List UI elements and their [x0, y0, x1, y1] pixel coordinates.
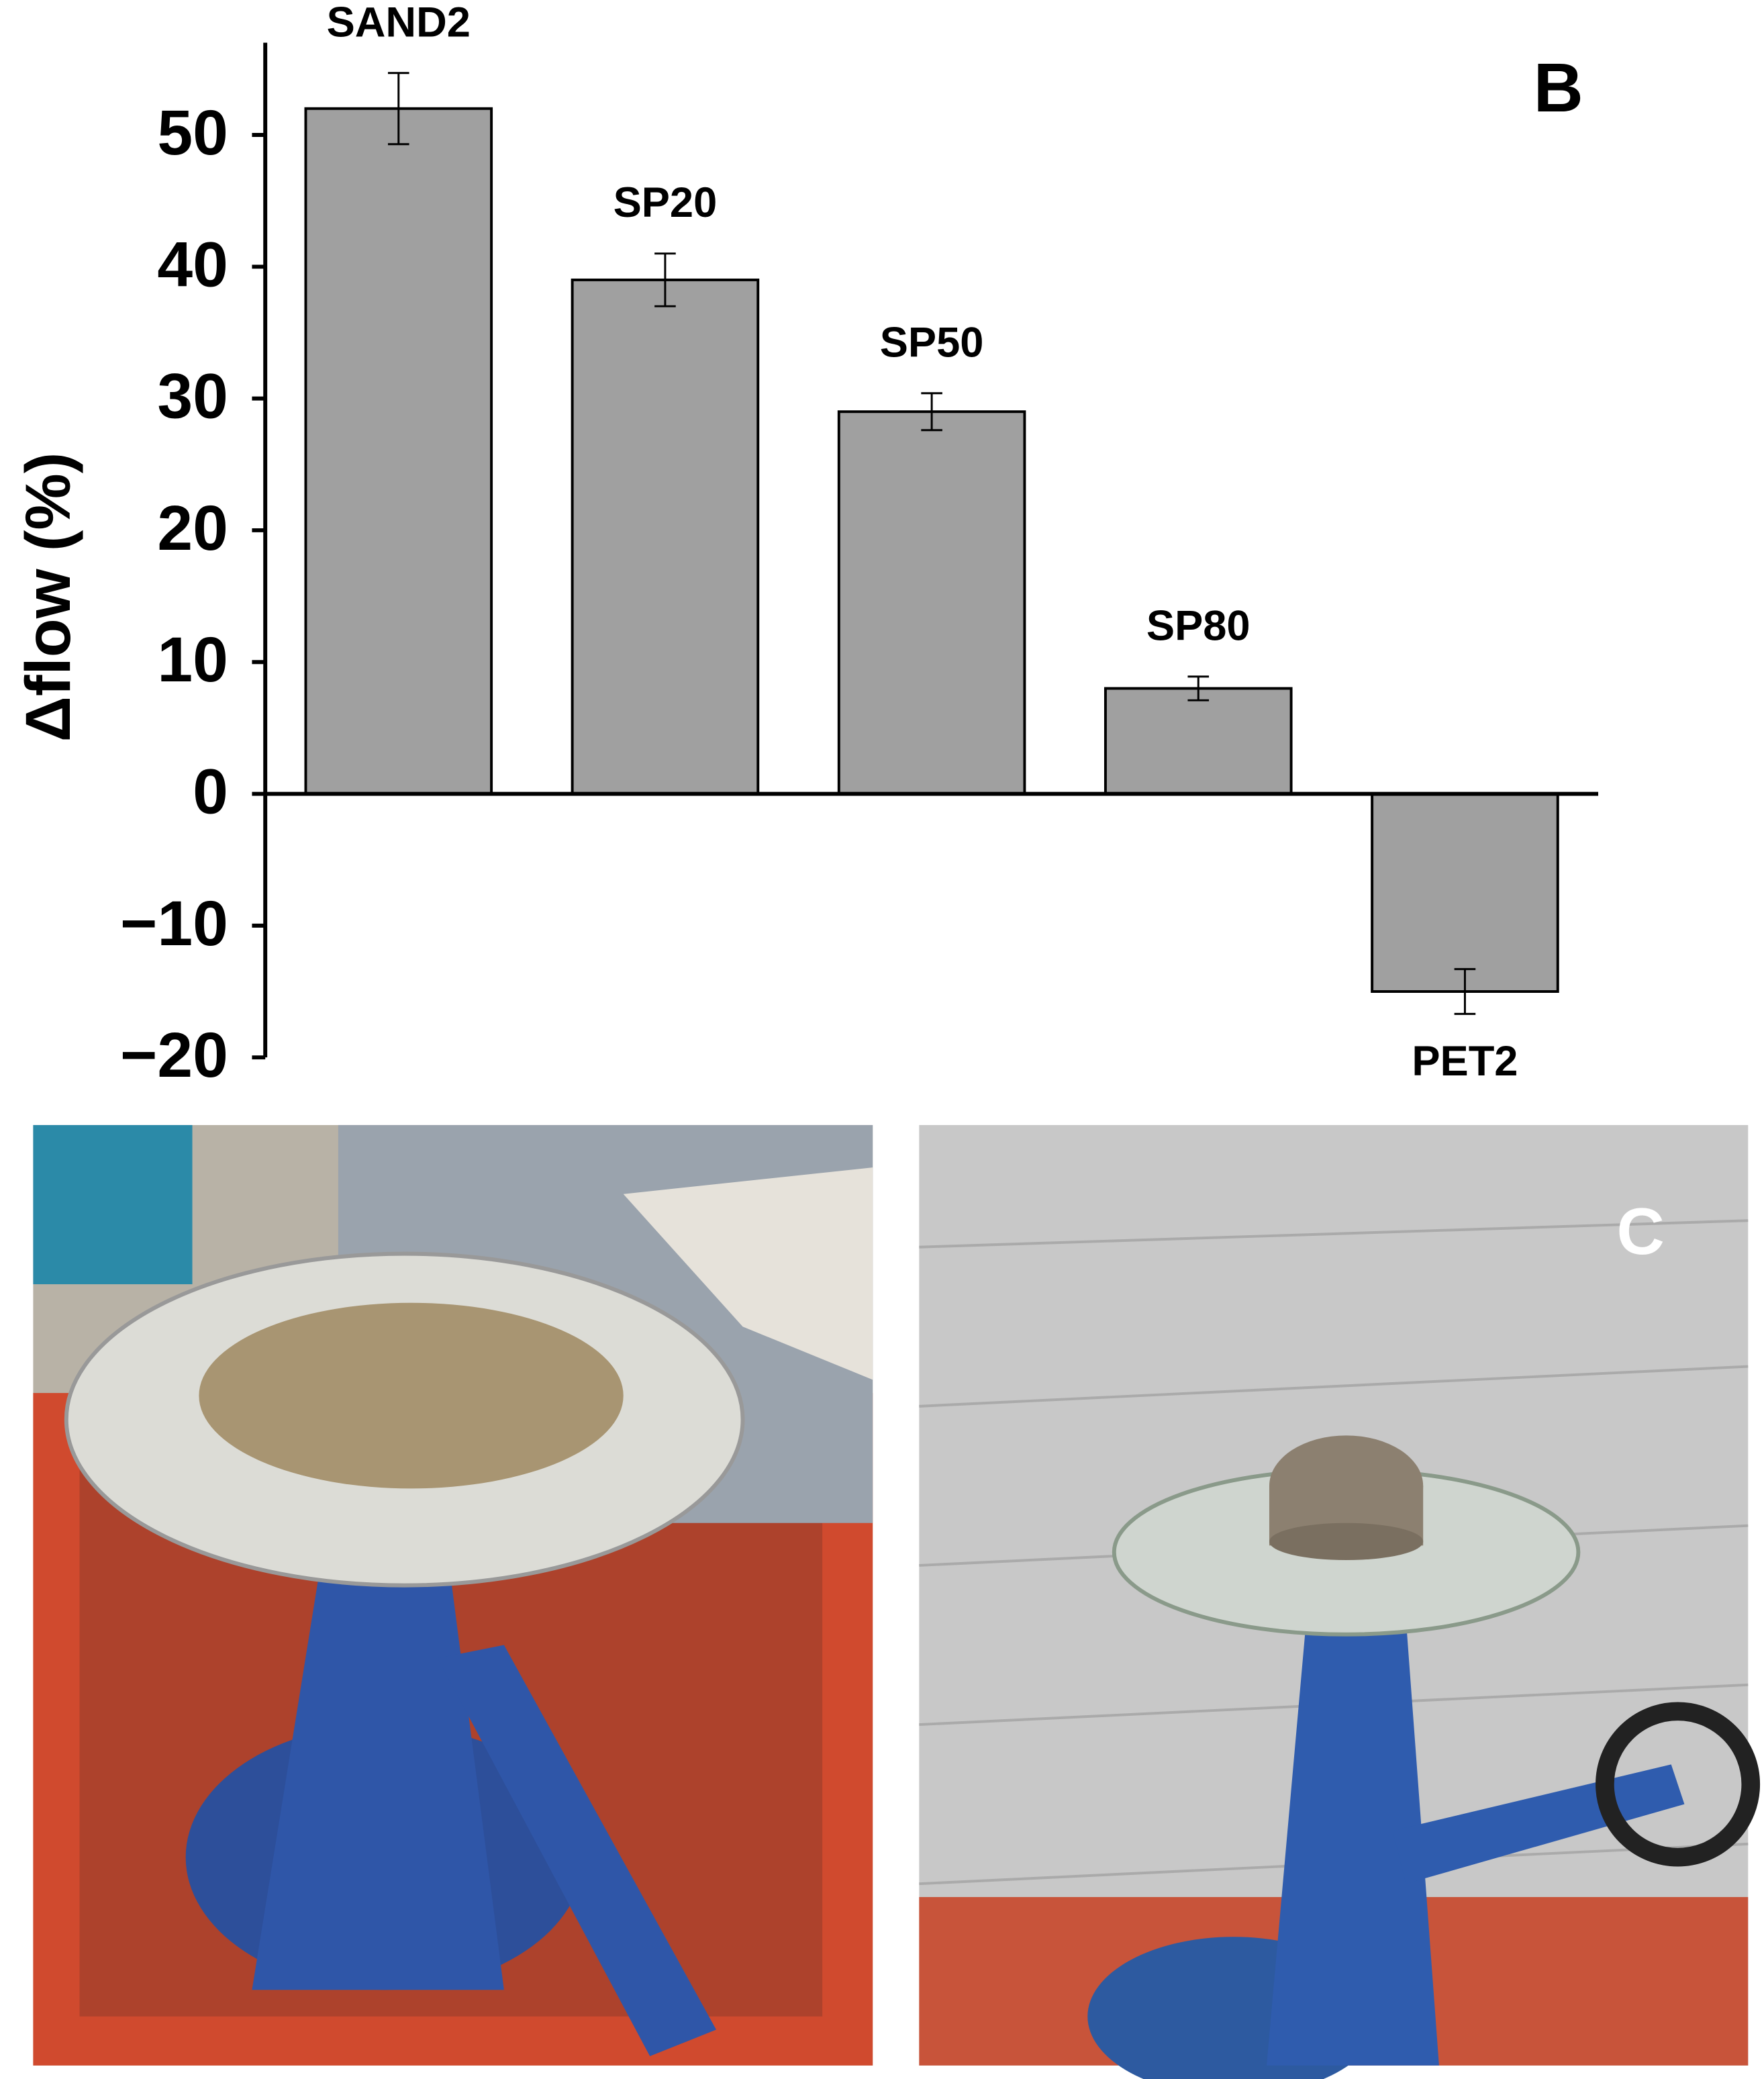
error-bar — [921, 392, 942, 432]
bar — [1371, 792, 1559, 993]
y-tick-label: 50 — [157, 97, 228, 168]
panel-label: B — [1534, 49, 1583, 126]
error-bar — [1454, 968, 1476, 1015]
y-axis-label: Δflow (%) — [13, 452, 84, 742]
category-label: PET2 — [1412, 1038, 1518, 1085]
category-label: SP80 — [1146, 602, 1251, 649]
category-label: SP20 — [614, 179, 718, 226]
y-tick-label: 30 — [157, 361, 228, 432]
bar — [571, 278, 760, 795]
photo-left — [33, 1124, 873, 2066]
error-bar — [654, 252, 676, 307]
y-tick-label: 0 — [193, 757, 228, 828]
y-tick-label: −10 — [120, 888, 228, 959]
category-label: SP50 — [880, 319, 984, 366]
y-tick-label: 10 — [157, 624, 228, 695]
bar — [837, 410, 1026, 795]
y-tick-label: 40 — [157, 229, 228, 300]
category-label: SAND2 — [327, 0, 471, 46]
bar — [304, 107, 493, 795]
error-bar — [387, 72, 409, 146]
panel-label: C — [1617, 1194, 1665, 1268]
bar — [1104, 687, 1293, 795]
y-tick-label: −20 — [120, 1020, 228, 1091]
error-bar — [1187, 675, 1210, 702]
y-tick-label: 20 — [157, 493, 228, 564]
photo-right: C — [919, 1124, 1761, 2079]
